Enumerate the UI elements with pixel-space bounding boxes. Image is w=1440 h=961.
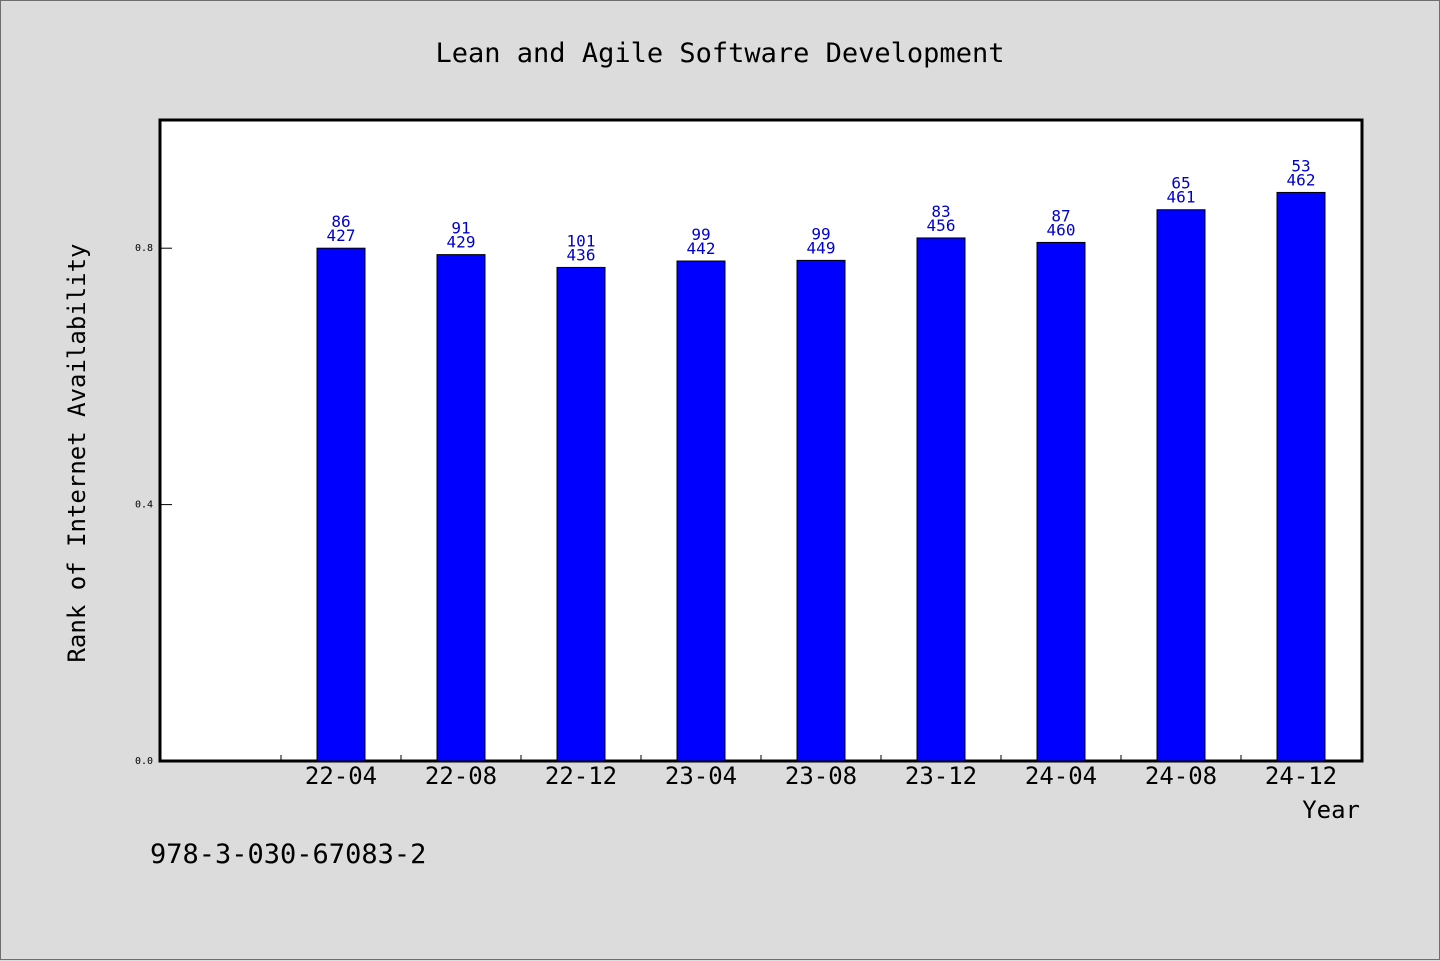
x-tick-label: 22-08 bbox=[425, 762, 497, 790]
bar-label-bottom: 436 bbox=[567, 245, 596, 264]
bar-22-12 bbox=[556, 266, 606, 762]
bar-label-top: 53 bbox=[1291, 156, 1310, 175]
isbn-label: 978-3-030-67083-2 bbox=[150, 839, 426, 870]
bar-24-04 bbox=[1036, 241, 1086, 762]
bar-label-top: 65 bbox=[1171, 174, 1190, 193]
bar-24-12 bbox=[1276, 191, 1326, 762]
y-axis-title: Rank of Internet Availability bbox=[63, 243, 91, 662]
x-tick-label: 23-04 bbox=[665, 762, 737, 790]
x-tick-label: 24-04 bbox=[1025, 762, 1097, 790]
chart-title: Lean and Agile Software Development bbox=[436, 38, 1005, 69]
bar-label-bottom: 456 bbox=[927, 216, 956, 235]
bar-label-top: 99 bbox=[811, 224, 830, 243]
bar-label-top: 99 bbox=[691, 225, 710, 244]
bar-23-12 bbox=[916, 237, 966, 762]
x-tick-label: 23-08 bbox=[785, 762, 857, 790]
bar-22-08 bbox=[436, 254, 486, 762]
bar-label-bottom: 449 bbox=[807, 238, 836, 257]
x-tick-label: 22-12 bbox=[545, 762, 617, 790]
y-tick-label: 0.0 bbox=[135, 756, 153, 767]
bar-label-bottom: 462 bbox=[1287, 170, 1316, 189]
bar-label-bottom: 427 bbox=[327, 226, 356, 245]
bar-23-04 bbox=[676, 260, 726, 762]
y-tick-label: 0.8 bbox=[135, 243, 153, 254]
x-axis-ticks: 22-04 22-08 22-12 23-04 23-08 23-12 24-04 24-08… bbox=[280, 755, 1362, 790]
bars bbox=[316, 191, 1326, 762]
bar-22-04 bbox=[316, 247, 366, 762]
bar-label-bottom: 442 bbox=[687, 239, 716, 258]
x-tick-label: 22-04 bbox=[305, 762, 377, 790]
bar-label-bottom: 429 bbox=[447, 233, 476, 252]
bar-label-top: 86 bbox=[331, 212, 350, 231]
bar-label-top: 101 bbox=[567, 231, 596, 250]
x-axis-title: Year bbox=[1302, 796, 1360, 824]
x-tick-label: 23-12 bbox=[905, 762, 977, 790]
bar-label-bottom: 460 bbox=[1047, 220, 1076, 239]
bar-label-top: 83 bbox=[931, 202, 950, 221]
x-tick-label: 24-08 bbox=[1145, 762, 1217, 790]
bar-label-top: 91 bbox=[451, 219, 470, 238]
y-tick-label: 0.4 bbox=[135, 500, 153, 511]
bar-label-bottom: 461 bbox=[1167, 188, 1196, 207]
bar-24-08 bbox=[1156, 209, 1206, 762]
bar-label-top: 87 bbox=[1051, 206, 1070, 225]
bar-23-08 bbox=[796, 259, 846, 762]
x-tick-label: 24-12 bbox=[1265, 762, 1337, 790]
y-axis-ticks: 0.0 0.4 0.8 bbox=[135, 243, 172, 767]
